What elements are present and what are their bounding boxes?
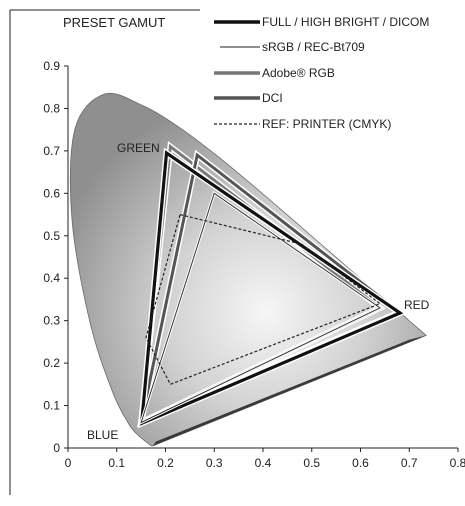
gamut-triangles-layer [136, 140, 407, 429]
legend-label-full: FULL / HIGH BRIGHT / DICOM [262, 15, 429, 29]
x-tick-label: 0.3 [206, 456, 223, 470]
y-tick-label: 0.5 [43, 229, 60, 243]
green-annotation: GREEN [117, 141, 160, 155]
y-tick-label: 0.9 [43, 59, 60, 73]
y-tick-label: 0.6 [43, 186, 60, 200]
legend-label-printer: REF: PRINTER (CMYK) [262, 117, 391, 131]
y-tick-label: 0.8 [43, 101, 60, 115]
y-tick-label: 0.1 [43, 399, 60, 413]
gamut-ref-printer-cmyk [145, 213, 382, 386]
x-tick-label: 0.2 [157, 456, 174, 470]
legend: FULL / HIGH BRIGHT / DICOM sRGB / REC-Bt… [214, 15, 429, 131]
x-tick-label: 0.1 [108, 456, 125, 470]
x-tick-label: 0.7 [401, 456, 418, 470]
chart-title: PRESET GAMUT [63, 15, 165, 30]
legend-label-dci: DCI [262, 91, 283, 105]
y-tick-label: 0.4 [43, 271, 60, 285]
x-tick-label: 0.4 [255, 456, 272, 470]
y-tick-label: 0.7 [43, 144, 60, 158]
x-tick-label: 0.5 [303, 456, 320, 470]
x-tick-label: 0.6 [352, 456, 369, 470]
tick-labels-layer: 0 0.1 0.2 0.3 0.4 0.5 0.6 0.7 0.8 0 0.1 0.2 0.3 0.4 0.… [43, 59, 465, 470]
x-tick-label: 0.8 [450, 456, 465, 470]
y-tick-label: 0 [53, 441, 60, 455]
legend-label-adobe: Adobe® RGB [262, 66, 335, 80]
blue-annotation: BLUE [87, 428, 118, 442]
y-tick-label: 0.3 [43, 314, 60, 328]
gamut-srgb-rec-bt709 [140, 192, 381, 424]
purple-line-shade [152, 335, 427, 446]
red-annotation: RED [404, 298, 430, 312]
gamut-full-high-bright-dicom [139, 150, 404, 426]
x-tick-label: 0 [65, 456, 72, 470]
legend-label-srgb: sRGB / REC-Bt709 [262, 40, 365, 54]
y-tick-label: 0.2 [43, 356, 60, 370]
